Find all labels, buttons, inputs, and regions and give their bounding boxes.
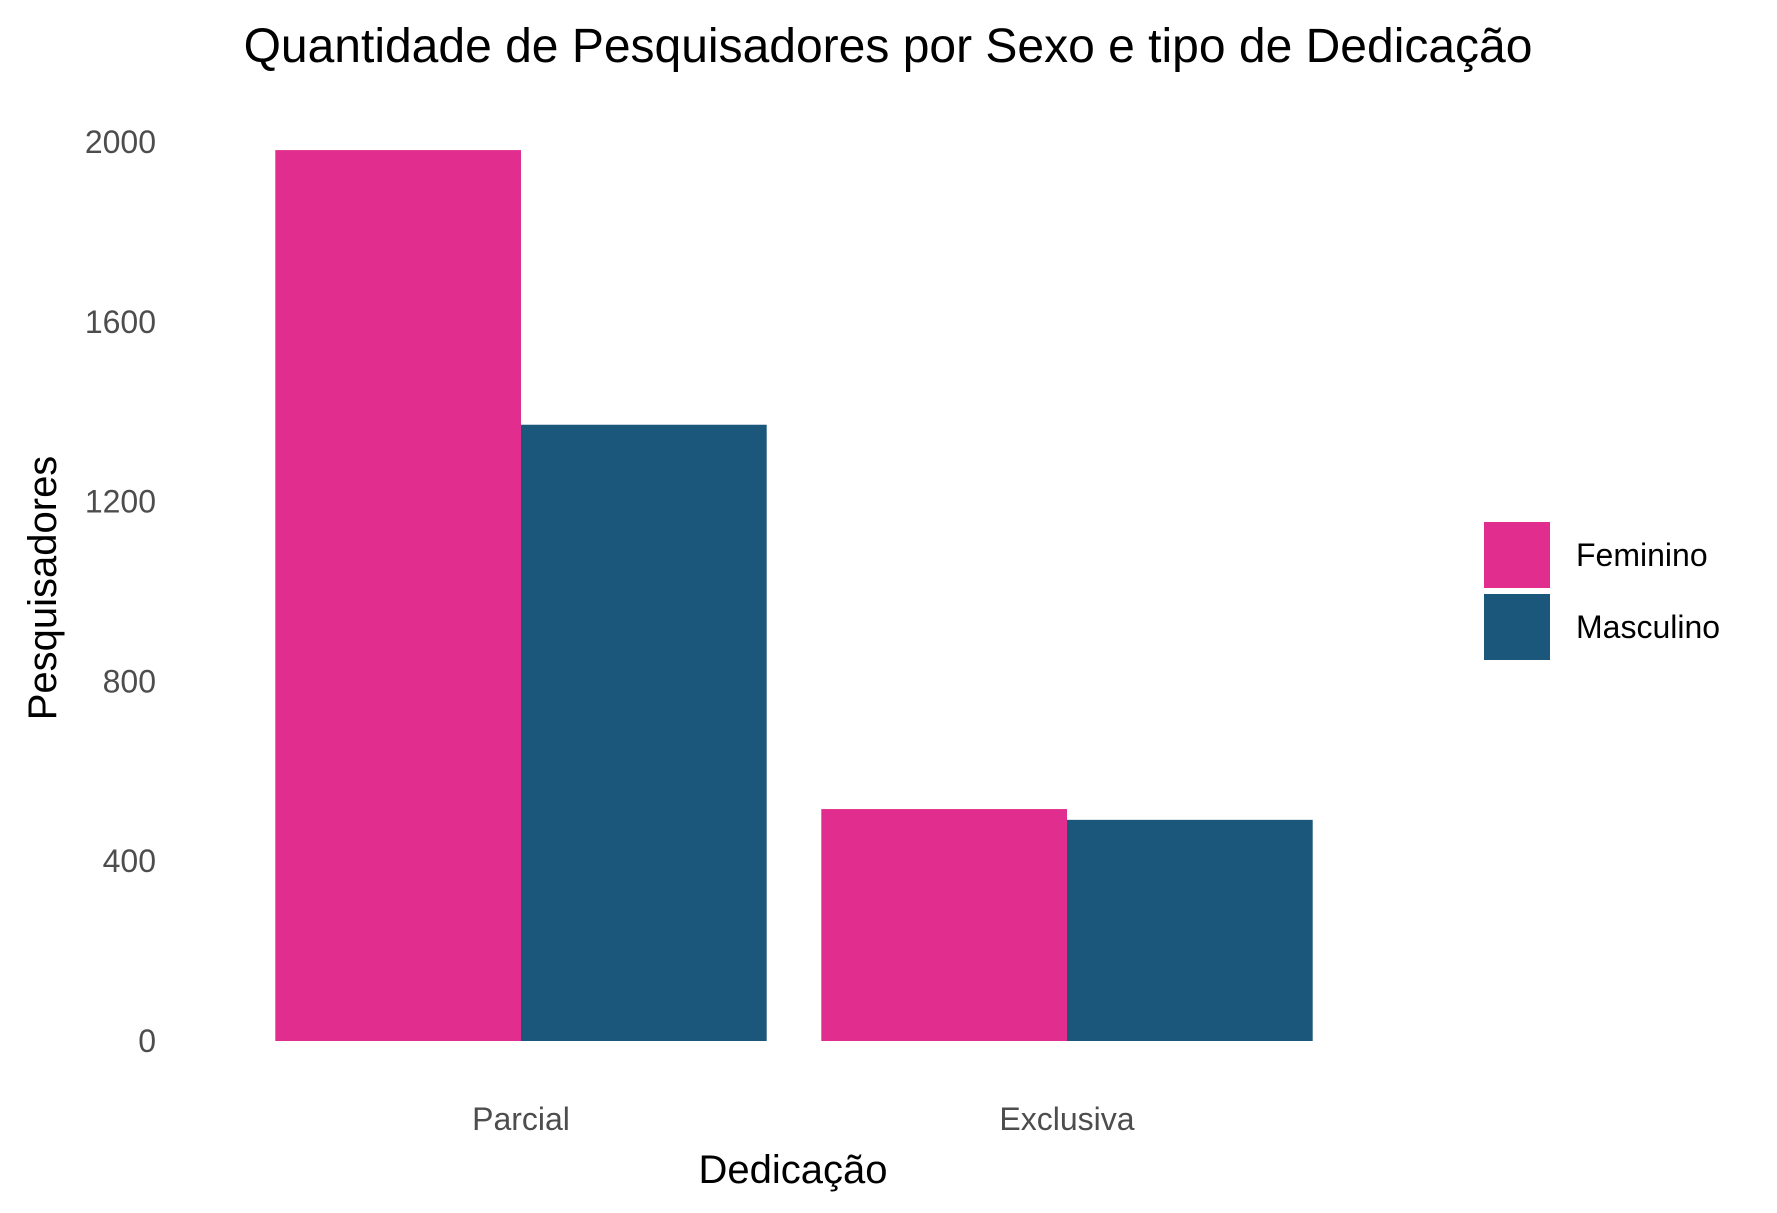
bar-masculino-parcial [521, 424, 767, 1042]
bar-feminino-parcial [275, 150, 521, 1041]
y-axis-ticks: 0 400 800 1200 1600 2000 [85, 124, 156, 1059]
legend-key-feminino [1484, 522, 1550, 588]
y-tick-label: 1600 [85, 304, 156, 340]
y-tick-label: 400 [103, 843, 156, 879]
bar-masculino-exclusiva [1067, 819, 1313, 1041]
x-axis-ticks: Parcial Exclusiva [472, 1101, 1135, 1137]
bars-group [275, 150, 1313, 1042]
bar-feminino-exclusiva [821, 809, 1067, 1041]
y-tick-label: 2000 [85, 124, 156, 160]
x-tick-label: Parcial [472, 1101, 570, 1137]
chart-title: Quantidade de Pesquisadores por Sexo e t… [244, 20, 1533, 73]
y-tick-label: 0 [138, 1023, 156, 1059]
y-axis-title: Pesquisadores [21, 456, 65, 721]
x-tick-label: Exclusiva [999, 1101, 1134, 1137]
legend-label-masculino: Masculino [1576, 609, 1720, 645]
legend-key-masculino [1484, 594, 1550, 660]
y-tick-label: 800 [103, 663, 156, 699]
y-tick-label: 1200 [85, 484, 156, 520]
x-axis-title: Dedicação [698, 1148, 887, 1192]
legend: Feminino Masculino [1484, 522, 1720, 660]
legend-label-feminino: Feminino [1576, 537, 1708, 573]
